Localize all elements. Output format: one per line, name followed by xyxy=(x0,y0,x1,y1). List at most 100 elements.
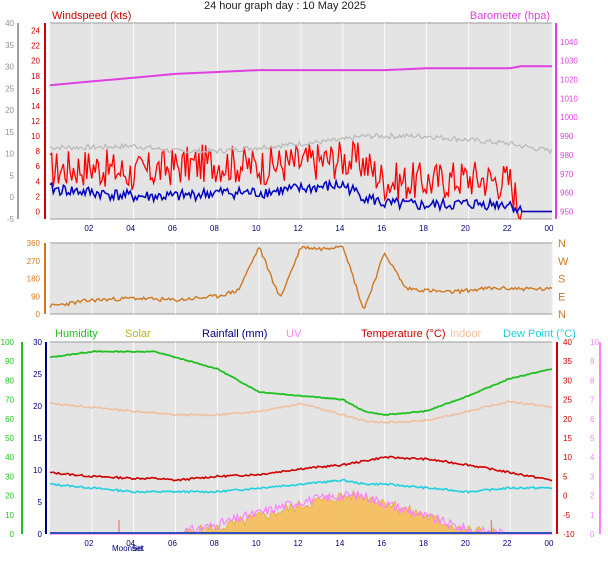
direction-right-tick: N xyxy=(558,238,566,250)
legend-humidity: Humidity xyxy=(55,328,98,340)
weather-right-tick: 5 xyxy=(563,472,568,481)
direction-right-tick: N xyxy=(558,309,566,321)
legend-solar: Solar xyxy=(125,328,151,340)
wind-right-tick: 990 xyxy=(560,132,574,141)
wind-outer-tick: 30 xyxy=(5,63,14,72)
weather-uv-tick: 8 xyxy=(590,376,595,385)
wind-left-tick: 20 xyxy=(31,57,40,66)
wind-xtick: 16 xyxy=(377,224,386,233)
weather-outer-tick: 80 xyxy=(5,376,14,385)
wind-left-tick: 6 xyxy=(36,162,41,171)
wind-outer-tick: 35 xyxy=(5,41,14,50)
direction-right-tick: E xyxy=(558,291,565,303)
weather-xtick: 20 xyxy=(461,539,470,548)
weather-uv-tick: 1 xyxy=(590,511,595,520)
legend-indoor: Indoor xyxy=(450,328,482,340)
weather-xtick: 12 xyxy=(294,539,303,548)
legend-rainfall: Rainfall (mm) xyxy=(202,328,267,340)
moonset-label: Moonset xyxy=(112,544,143,553)
weather-uv-tick: 6 xyxy=(590,415,595,424)
weather-right-tick: 10 xyxy=(563,453,572,462)
weather-uv-tick: 3 xyxy=(590,472,595,481)
outside-series xyxy=(49,132,553,155)
wind-xtick: 08 xyxy=(210,224,219,233)
weather-xtick: 14 xyxy=(335,539,344,548)
weather-xtick: 06 xyxy=(168,539,177,548)
wind-right-tick: 1000 xyxy=(560,113,578,122)
weather-xtick: 22 xyxy=(503,539,512,548)
direction-right-tick: W xyxy=(558,256,569,268)
wind-left-tick: 18 xyxy=(31,72,40,81)
wind-xtick: 14 xyxy=(335,224,344,233)
direction-series xyxy=(49,245,553,310)
weather-right-tick: -5 xyxy=(563,511,571,520)
legend-temperature: Temperature (°C) xyxy=(361,328,445,340)
weather-outer-tick: 70 xyxy=(5,396,14,405)
wind-xtick: 18 xyxy=(419,224,428,233)
windspeed-label: Windspeed (kts) xyxy=(52,10,131,22)
weather-xtick: 18 xyxy=(419,539,428,548)
direction-left-tick: 360 xyxy=(27,239,41,248)
wind-left-tick: 2 xyxy=(36,192,41,201)
weather-xtick: 10 xyxy=(252,539,261,548)
dew-point-series xyxy=(49,478,553,494)
speed-series xyxy=(49,178,552,215)
weather-uv-tick: 2 xyxy=(590,492,595,501)
direction-left-tick: 270 xyxy=(27,257,41,266)
wind-left-tick: 22 xyxy=(31,42,40,51)
wind-xtick: 02 xyxy=(84,224,93,233)
wind-right-tick: 970 xyxy=(560,170,574,179)
wind-outer-tick: 20 xyxy=(5,106,14,115)
wind-right-tick: 950 xyxy=(560,207,574,216)
weather-left-tick: 25 xyxy=(33,370,42,379)
weather-right-tick: 25 xyxy=(563,396,572,405)
weather-right-tick: 20 xyxy=(563,415,572,424)
weather-uv-tick: 7 xyxy=(590,396,595,405)
wind-xtick: 10 xyxy=(252,224,261,233)
weather-xtick: 00 xyxy=(545,539,554,548)
wind-left-tick: 4 xyxy=(36,177,41,186)
humidity-series xyxy=(50,350,553,416)
wind-outer-tick: 40 xyxy=(5,19,14,28)
weather-right-tick: 15 xyxy=(563,434,572,443)
weather-uv-tick: 9 xyxy=(590,357,595,366)
barometer-label: Barometer (hpa) xyxy=(470,10,550,22)
wind-outer-tick: -5 xyxy=(7,215,15,224)
wind-xtick: 22 xyxy=(503,224,512,233)
wind-outer-tick: 5 xyxy=(10,171,15,180)
wind-right-tick: 960 xyxy=(560,189,574,198)
wind-xtick: 00 xyxy=(545,224,554,233)
wind-xtick: 06 xyxy=(168,224,177,233)
weather-outer-tick: 90 xyxy=(5,357,14,366)
weather-left-tick: 10 xyxy=(33,466,42,475)
wind-xtick: 12 xyxy=(294,224,303,233)
set-label: Set xyxy=(132,544,145,553)
temperature-series xyxy=(49,455,553,482)
wind-right-tick: 1040 xyxy=(560,38,578,47)
direction-right-tick: S xyxy=(558,274,565,286)
legend-uv: UV xyxy=(286,328,302,340)
wind-xtick: 04 xyxy=(126,224,135,233)
weather-left-tick: 15 xyxy=(33,434,42,443)
weather-outer-tick: 10 xyxy=(5,511,14,520)
weather-outer-tick: 30 xyxy=(5,472,14,481)
weather-right-tick: 40 xyxy=(563,338,572,347)
weather-xtick: 08 xyxy=(210,539,219,548)
weather-uv-tick: 5 xyxy=(590,434,595,443)
wind-outer-tick: 15 xyxy=(5,128,14,137)
wind-left-tick: 8 xyxy=(36,147,41,156)
wind-right-tick: 980 xyxy=(560,151,574,160)
direction-left-tick: 180 xyxy=(27,275,41,284)
page-title: 24 hour graph day : 10 May 2025 xyxy=(204,0,366,12)
weather-right-tick: 30 xyxy=(563,376,572,385)
weather-right-tick: 0 xyxy=(563,492,568,501)
wind-right-tick: 1010 xyxy=(560,94,578,103)
weather-outer-tick: 100 xyxy=(1,338,15,347)
weather-xtick: 04 xyxy=(126,539,135,548)
direction-left-tick: 0 xyxy=(36,310,41,319)
wind-right-tick: 1020 xyxy=(560,76,578,85)
weather-uv-tick: 0 xyxy=(590,530,595,539)
wind-left-tick: 12 xyxy=(31,117,40,126)
